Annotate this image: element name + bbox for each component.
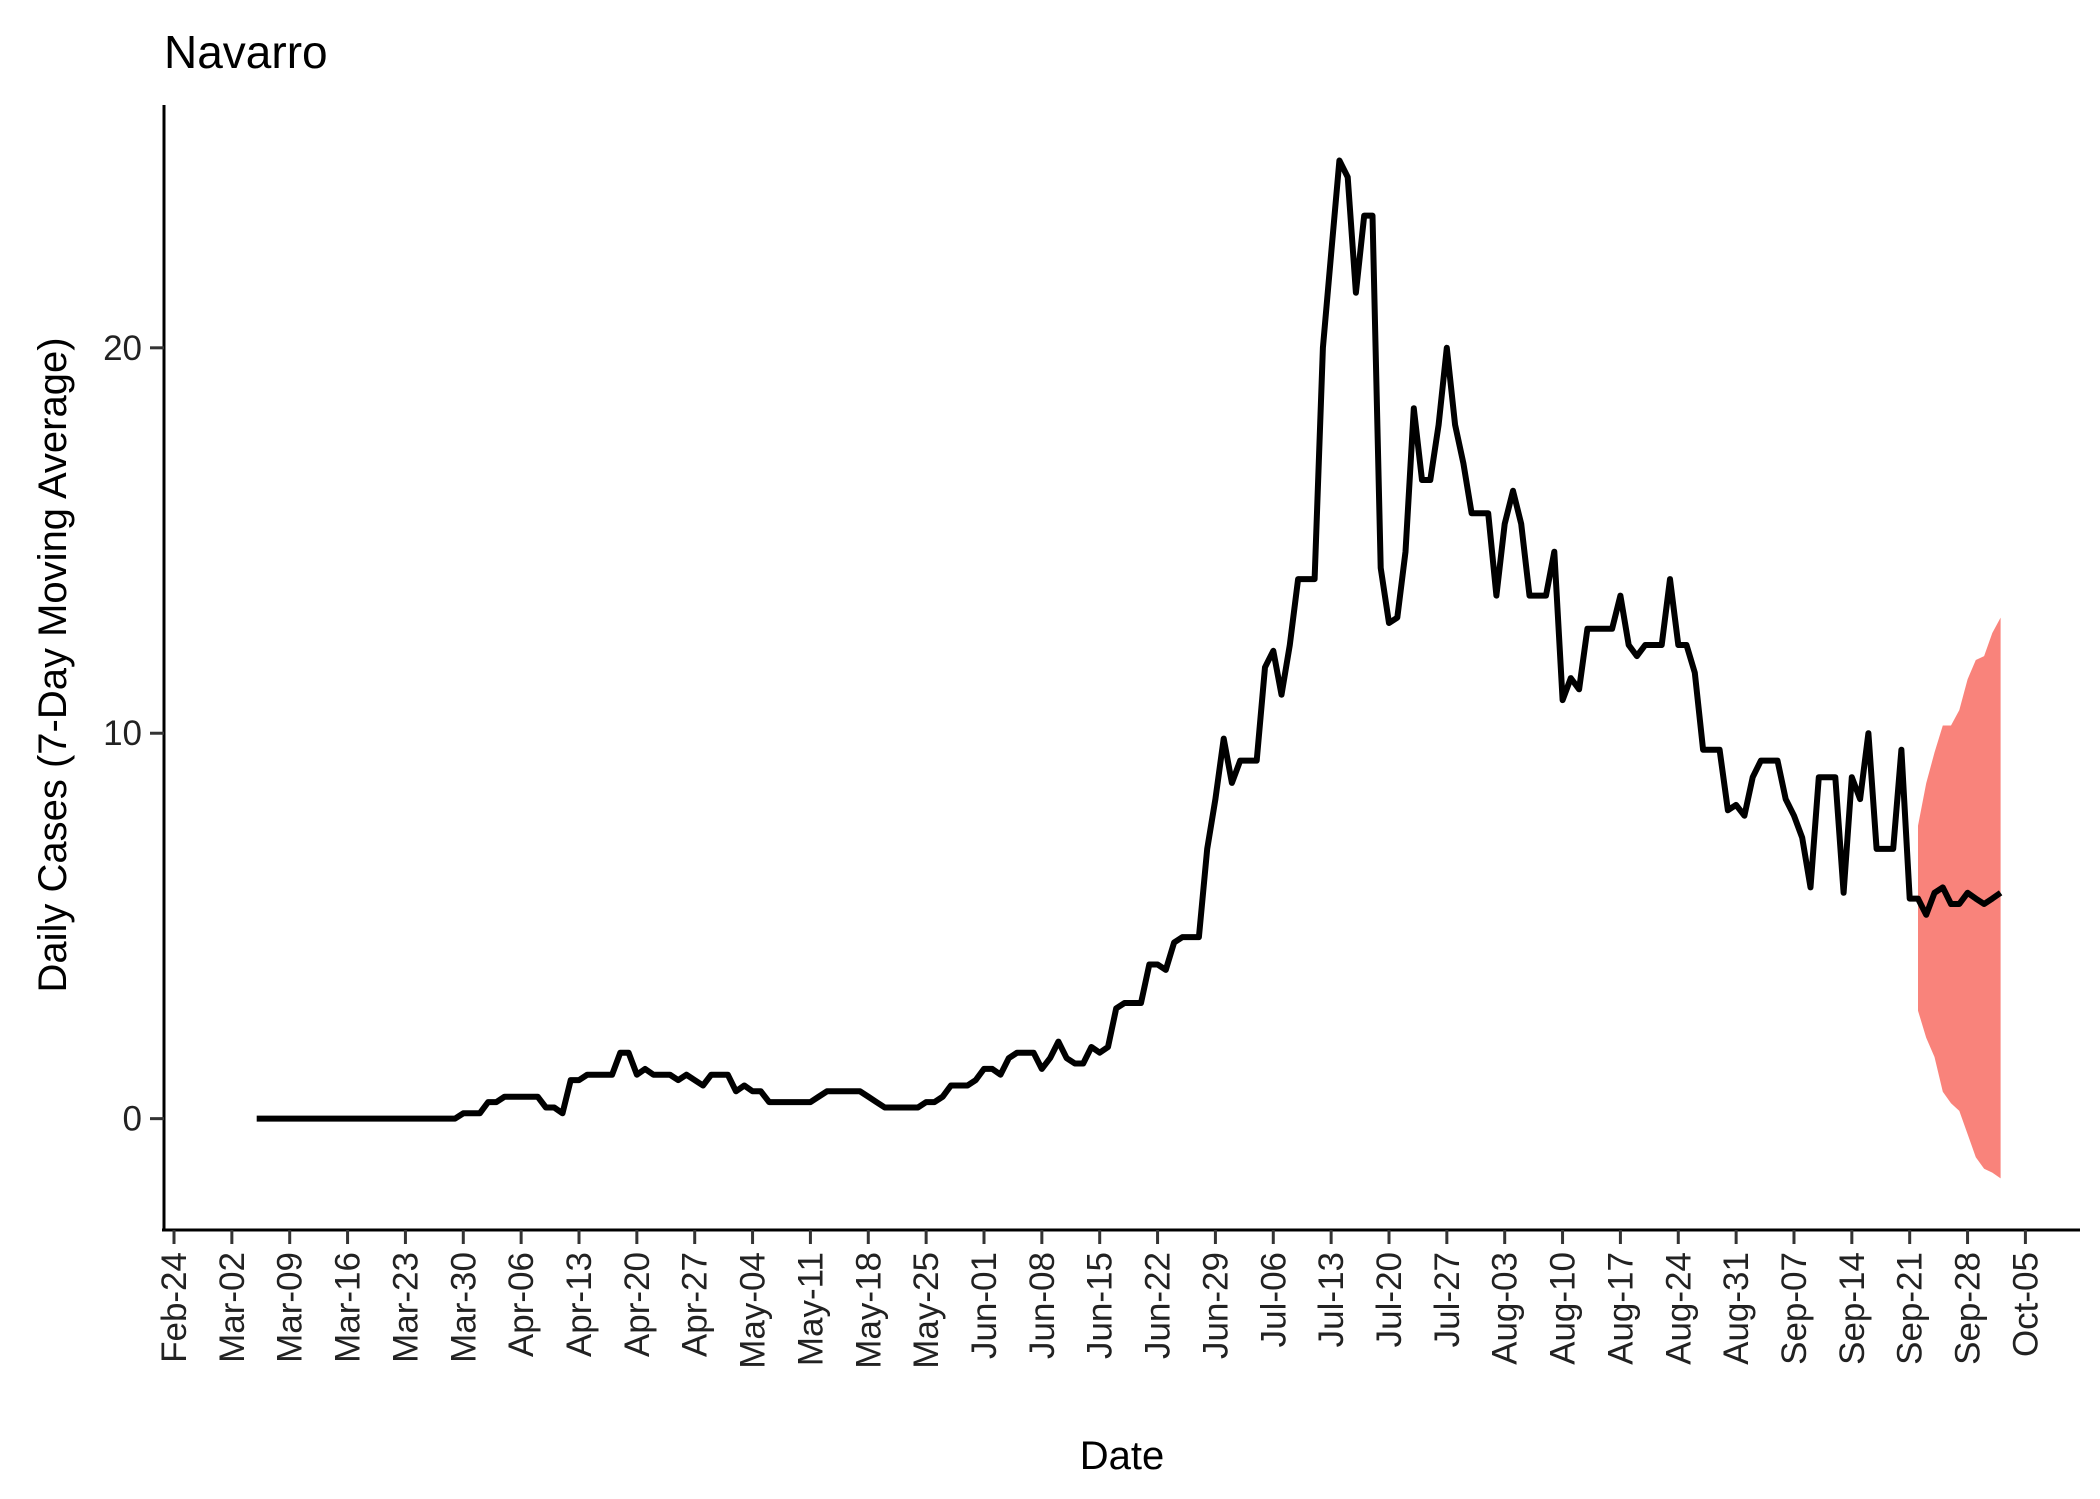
x-tick-label: Jul-13 (1312, 1252, 1351, 1347)
x-tick-label: Jul-27 (1428, 1252, 1467, 1347)
x-tick-label: Aug-03 (1486, 1252, 1525, 1365)
x-axis-title: Date (1080, 1434, 1165, 1478)
y-tick-label: 10 (103, 714, 142, 753)
x-tick-label: Aug-31 (1717, 1252, 1756, 1365)
y-axis-ticks: 0 10 20 (103, 329, 164, 1139)
x-tick-label: Jun-22 (1139, 1252, 1178, 1359)
plot-area (256, 157, 2003, 1179)
x-tick-label: Jun-15 (1081, 1252, 1120, 1359)
x-tick-label: May-25 (907, 1252, 946, 1369)
x-tick-label: May-11 (791, 1252, 830, 1366)
chart-title: Navarro (164, 26, 328, 78)
x-tick-label: Sep-21 (1891, 1252, 1930, 1365)
x-tick-label: Oct-05 (2006, 1252, 2045, 1357)
x-tick-label: Mar-09 (271, 1252, 310, 1363)
x-tick-label: May-04 (734, 1252, 773, 1369)
x-tick-label: Mar-16 (329, 1252, 368, 1363)
x-tick-label: May-18 (849, 1252, 888, 1369)
x-tick-label: Apr-13 (560, 1252, 599, 1357)
x-tick-label: Sep-14 (1833, 1252, 1872, 1365)
y-tick-label: 20 (103, 329, 142, 368)
x-tick-label: Jun-08 (1023, 1252, 1062, 1359)
y-axis-title: Daily Cases (7-Day Moving Average) (31, 337, 75, 992)
x-tick-label: Mar-30 (444, 1252, 483, 1363)
x-tick-label: Mar-23 (386, 1252, 425, 1363)
x-tick-label: Sep-28 (1949, 1252, 1988, 1365)
x-tick-label: Jul-20 (1370, 1252, 1409, 1347)
x-tick-label: Jun-29 (1196, 1252, 1235, 1359)
x-tick-label: Jun-01 (965, 1252, 1004, 1359)
x-tick-label: Aug-10 (1544, 1252, 1583, 1365)
x-axis-ticks: Feb-24 Mar-02 Mar-09 Mar-16 Mar-23 Mar-30 Apr-… (155, 1230, 2045, 1369)
x-tick-label: Aug-17 (1601, 1252, 1640, 1365)
x-tick-label: Apr-27 (676, 1252, 715, 1357)
data-line (256, 157, 2003, 1122)
x-tick-label: Apr-20 (618, 1252, 657, 1357)
x-tick-label: Feb-24 (155, 1252, 194, 1363)
x-tick-label: Mar-02 (213, 1252, 252, 1363)
x-tick-label: Aug-24 (1659, 1252, 1698, 1365)
y-tick-label: 0 (123, 1100, 142, 1139)
x-tick-label: Jul-06 (1254, 1252, 1293, 1347)
forecast-interval-ribbon (1918, 617, 2001, 1179)
x-tick-label: Sep-07 (1775, 1252, 1814, 1365)
x-tick-label: Apr-06 (502, 1252, 541, 1357)
